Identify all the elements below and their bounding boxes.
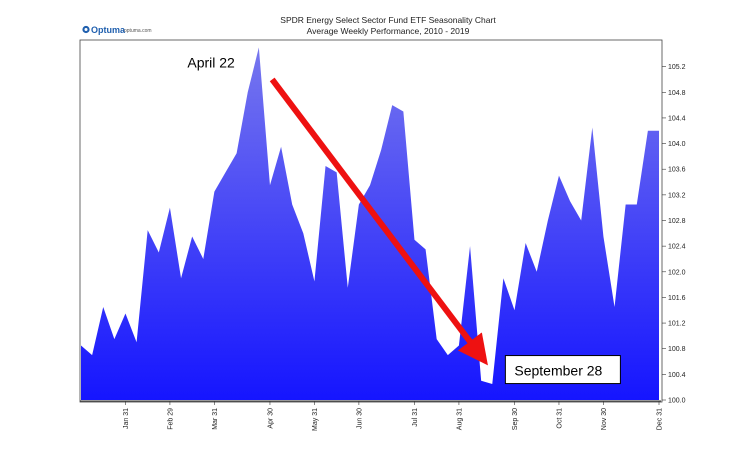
x-tick-label: Mar 31 [212,408,219,430]
annotation-label: April 22 [187,55,235,71]
y-tick-label: 103.2 [668,192,686,199]
x-tick-label: Jun 30 [356,408,363,429]
y-tick-label: 102.4 [668,244,686,251]
y-tick-label: 101.2 [668,321,686,328]
optuma-logo: Optuma optuma.com [82,25,152,35]
y-tick-label: 104.4 [668,115,686,122]
y-tick-label: 104.0 [668,141,686,148]
optuma-logo-url: optuma.com [124,28,152,34]
plot-frame [79,39,663,403]
annotation-label: September 28 [514,363,602,379]
y-tick-label: 103.6 [668,167,686,174]
series-area [81,47,659,400]
optuma-logo-text: Optuma [91,25,126,35]
y-tick-label: 102.8 [668,218,686,225]
x-tick-label: May 31 [312,408,319,431]
y-tick-label: 100.4 [668,372,686,379]
y-tick-label: 105.2 [668,64,686,71]
chart-subtitle: Average Weekly Performance, 2010 - 2019 [307,26,470,36]
x-tick-label: Nov 30 [601,408,608,430]
y-tick-label: 100.8 [668,346,686,353]
y-tick-label: 101.6 [668,295,686,302]
y-tick-label: 104.8 [668,90,686,97]
x-tick-label: Dec 31 [657,408,664,430]
x-tick-label: Apr 30 [267,408,274,429]
annotation-box [504,355,621,385]
trend-arrow [269,77,488,366]
x-tick-label: Feb 29 [167,408,174,430]
x-tick-label: Jul 31 [412,408,419,427]
y-tick-label: 102.0 [668,269,686,276]
chart-title: SPDR Energy Select Sector Fund ETF Seaso… [280,15,496,25]
x-tick-label: Aug 31 [456,408,463,430]
y-tick-label: 100.0 [668,398,686,405]
x-tick-label: Sep 30 [512,408,519,430]
x-tick-label: Jan 31 [123,408,130,429]
x-tick-label: Oct 31 [556,408,563,429]
